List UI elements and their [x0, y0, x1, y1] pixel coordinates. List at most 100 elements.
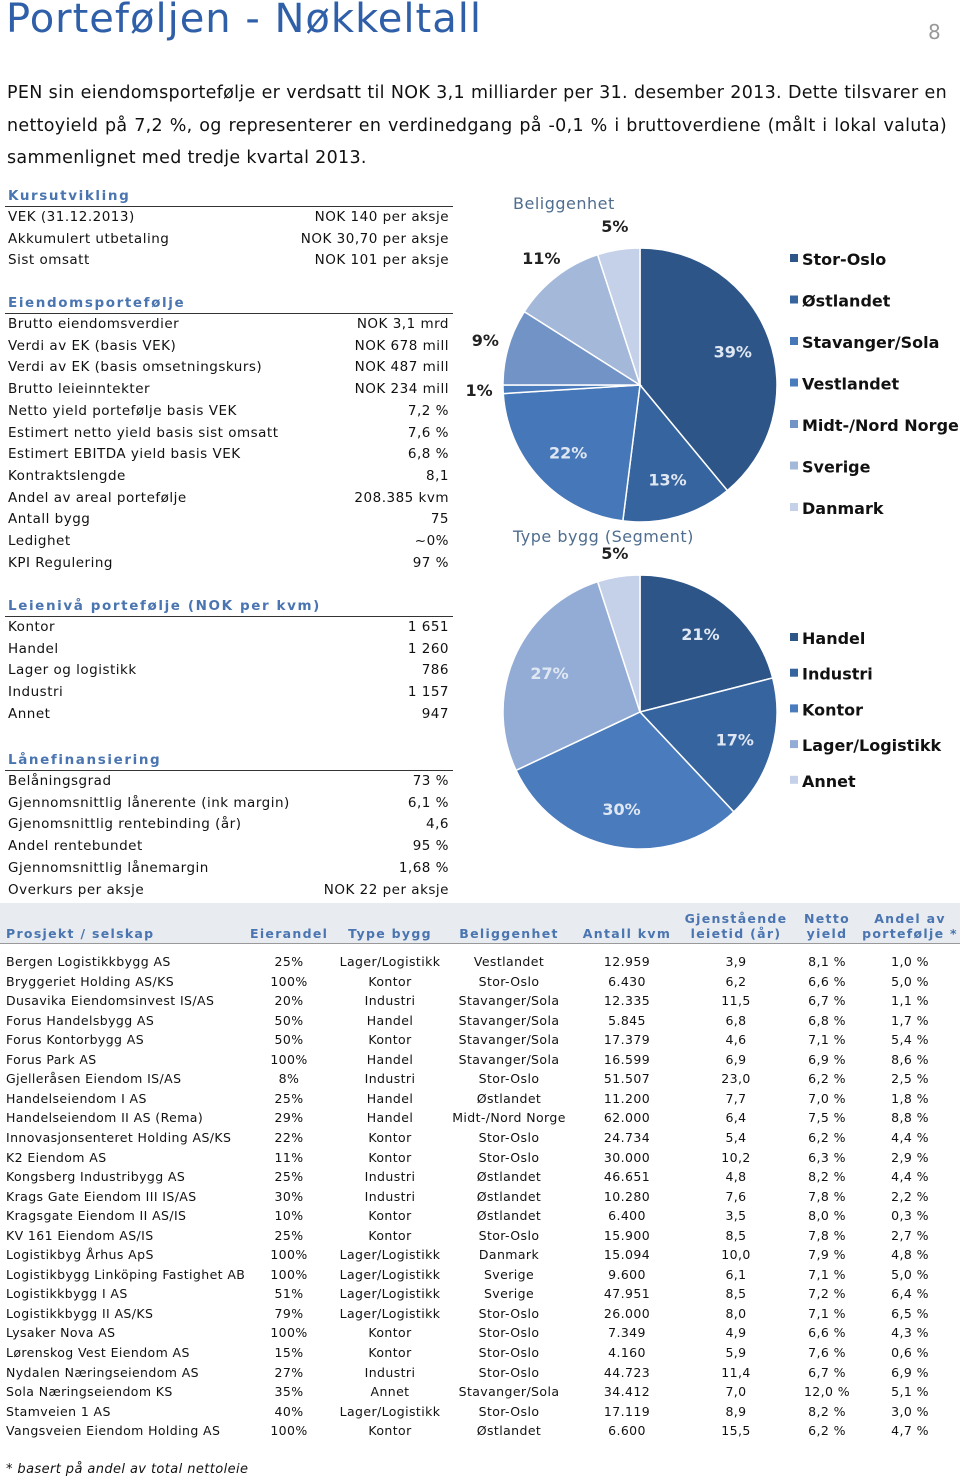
table-cell: Lørenskog Vest Eiendom AS	[6, 1345, 190, 1360]
table-cell: Midt-/Nord Norge	[452, 1110, 566, 1126]
charts: Beliggenhet 39% Stor-Oslo 13% Østlandet 22% St…	[465, 194, 959, 850]
table-cell: Vestlandet	[473, 954, 545, 969]
table-cell: 30.000	[603, 1149, 651, 1165]
table-cell: Østlandet	[476, 1423, 542, 1439]
table-header: Netto yield	[804, 911, 850, 941]
table-cell: 7,0 %	[808, 1090, 846, 1106]
table-cell: Handel	[366, 1090, 414, 1106]
row-label: Handel	[8, 640, 59, 657]
table-cell: Logistikbyg Århus ApS	[6, 1247, 154, 1263]
table-cell: 7,1 %	[808, 1266, 846, 1282]
row-value: 8,1	[426, 467, 449, 484]
table-cell: Stor-Oslo	[478, 1129, 540, 1145]
table-cell: 17.379	[603, 1032, 651, 1048]
section-rule	[5, 770, 453, 771]
table-cell: Industri	[364, 993, 416, 1009]
table-cell: 34.412	[603, 1384, 651, 1400]
table-cell: 79%	[274, 1305, 304, 1321]
table-cell: Lysaker Nova AS	[6, 1325, 116, 1341]
table-cell: Logistikkbygg I AS	[6, 1286, 128, 1302]
table-cell: 7,5 %	[808, 1110, 846, 1126]
table-cell: 15%	[274, 1345, 304, 1360]
slice-label: 21%	[681, 625, 719, 644]
table-cell: 6,4	[725, 1110, 747, 1126]
table-cell: 8,5	[725, 1227, 747, 1243]
table-cell: Stamveien 1 AS	[6, 1403, 111, 1419]
table-cell: 3,0 %	[891, 1403, 929, 1419]
table-cell: 1,8 %	[891, 1090, 929, 1106]
table-cell: 8,9	[725, 1403, 747, 1419]
table-cell: 20%	[274, 993, 304, 1009]
table-cell: KV 161 Eiendom AS/IS	[6, 1227, 154, 1243]
legend-swatch	[790, 704, 798, 713]
table-cell: Kontor	[368, 1325, 412, 1341]
table-cell: Danmark	[478, 1247, 540, 1263]
row-label: Lager og logistikk	[8, 662, 137, 679]
row-label: KPI Regulering	[8, 554, 113, 571]
table-cell: Nydalen Næringseiendom AS	[6, 1364, 200, 1380]
table-cell: Sverige	[483, 1286, 535, 1302]
row-value: 73 %	[412, 773, 449, 789]
table-cell: 6,7 %	[808, 1364, 846, 1380]
table-cell: 5,4	[725, 1129, 747, 1145]
legend-label: Østlandet	[802, 292, 891, 311]
slice-label: 30%	[602, 800, 640, 819]
pie-slice	[639, 574, 774, 713]
table-cell: Kontor	[368, 1208, 412, 1224]
row-value: 7,2 %	[407, 402, 449, 419]
row-label: Gjennomsnittlig lånemargin	[8, 859, 209, 876]
table-cell: 7,8 %	[808, 1188, 846, 1204]
table-cell: Stavanger/Sola	[458, 1012, 560, 1028]
slice-label: 13%	[648, 471, 686, 490]
legend-label: Kontor	[802, 700, 863, 719]
table-cell: Østlandet	[476, 1208, 542, 1224]
table-cell: 8,8 %	[891, 1110, 929, 1126]
row-value: NOK 140 per aksje	[314, 209, 449, 225]
table-cell: 10,0	[721, 1247, 751, 1263]
table-cell: 8,2 %	[808, 1403, 846, 1419]
table-cell: 5,0 %	[891, 973, 929, 989]
legend-swatch	[790, 633, 798, 641]
legend-label: Stor-Oslo	[802, 250, 886, 269]
table-header: Eierandel	[250, 926, 329, 941]
table-cell: Østlandet	[476, 1188, 542, 1204]
table-cell: 7.349	[608, 1325, 646, 1341]
section-heading: Leienivå portefølje (NOK per kvm)	[8, 598, 321, 614]
table-cell: 26.000	[603, 1305, 651, 1321]
table-cell: Kontor	[368, 973, 412, 989]
table-cell: 2,7 %	[891, 1227, 929, 1243]
pie-slice	[638, 677, 778, 813]
row-label: Belåningsgrad	[8, 773, 112, 789]
row-value: 4,6	[426, 816, 449, 833]
table-cell: 4,4 %	[891, 1129, 929, 1145]
table-cell: 6,9 %	[808, 1051, 846, 1067]
table-cell: 0,3 %	[891, 1208, 929, 1224]
table-cell: 8,0 %	[808, 1208, 846, 1224]
table-cell: 8,2 %	[808, 1169, 846, 1185]
table-cell: 6,2 %	[808, 1129, 846, 1145]
table-cell: Lager/Logistikk	[339, 1286, 441, 1302]
table-cell: Stor-Oslo	[478, 973, 540, 989]
table-cell: Kontor	[368, 1032, 412, 1048]
table-cell: Stor-Oslo	[478, 1305, 540, 1321]
slice-label: 17%	[716, 731, 754, 750]
section-rule	[5, 616, 453, 617]
table-cell: 11,5	[721, 993, 751, 1009]
table-cell: 1,7 %	[891, 1012, 929, 1028]
table-cell: 51%	[274, 1286, 304, 1302]
table-cell: Stor-Oslo	[478, 1325, 540, 1341]
table-cell: 40%	[274, 1403, 304, 1419]
table-header-bg	[0, 903, 960, 943]
row-value: 786	[421, 662, 449, 679]
table-cell: 7,7	[725, 1090, 747, 1106]
table-cell: 6.600	[608, 1423, 646, 1439]
table-cell: 10.280	[603, 1188, 651, 1204]
table-cell: 2,5 %	[891, 1071, 929, 1087]
legend-label: Annet	[802, 772, 856, 791]
table-cell: 6,6 %	[808, 973, 846, 989]
slice-label: 5%	[601, 217, 628, 236]
table-cell: Lager/Logistikk	[339, 1266, 441, 1282]
table-cell: 12,0 %	[803, 1384, 851, 1400]
table-cell: 46.651	[603, 1169, 651, 1185]
slice-label: 11%	[522, 249, 560, 268]
